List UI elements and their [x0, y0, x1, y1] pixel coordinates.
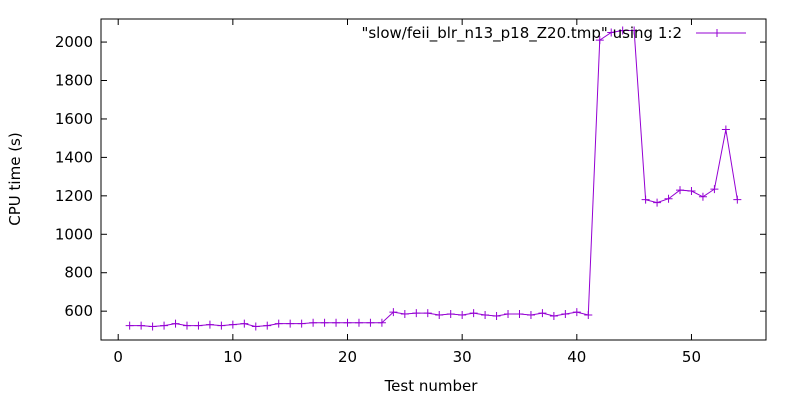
data-point [217, 321, 226, 330]
data-point [377, 318, 386, 327]
series-layer [125, 26, 742, 331]
x-tick-label: 40 [567, 348, 586, 366]
data-point [148, 322, 157, 331]
data-point [274, 319, 283, 328]
data-point [698, 192, 707, 201]
data-point [286, 319, 295, 328]
y-tick-label: 1400 [55, 148, 93, 166]
data-point [687, 187, 696, 196]
data-point [320, 318, 329, 327]
data-point [630, 26, 639, 35]
data-point [343, 318, 352, 327]
data-point [332, 318, 341, 327]
data-point [653, 198, 662, 207]
data-point [309, 318, 318, 327]
data-point [526, 311, 535, 320]
data-point [137, 321, 146, 330]
data-point [263, 321, 272, 330]
data-point [125, 321, 134, 330]
data-point [676, 186, 685, 195]
data-point [664, 194, 673, 203]
x-axis-ticks: 0 10 20 30 40 50 [113, 19, 701, 366]
y-tick-label: 2000 [55, 33, 93, 51]
data-point [400, 310, 409, 319]
y-axis-title: CPU time (s) [6, 132, 24, 225]
y-axis-ticks: 600 800 1000 1200 1400 1600 1800 2000 [55, 33, 766, 320]
data-point [240, 319, 249, 328]
y-tick-label: 800 [64, 264, 93, 282]
legend-label: "slow/feii_blr_n13_p18_Z20.tmp" using 1:… [361, 24, 682, 43]
data-point [228, 320, 237, 329]
data-point [607, 28, 616, 37]
data-point [492, 311, 501, 320]
data-point [733, 195, 742, 204]
data-point [584, 311, 593, 320]
data-point [710, 185, 719, 194]
y-tick-label: 1800 [55, 72, 93, 90]
x-tick-label: 50 [682, 348, 701, 366]
x-axis-title: Test number [384, 377, 479, 395]
data-point [538, 309, 547, 318]
y-tick-label: 1200 [55, 187, 93, 205]
data-point [469, 309, 478, 318]
y-tick-label: 1600 [55, 110, 93, 128]
data-point [171, 319, 180, 328]
data-point [389, 308, 398, 317]
y-tick-label: 600 [64, 302, 93, 320]
data-point [595, 36, 604, 45]
data-point [205, 320, 214, 329]
data-point [412, 309, 421, 318]
data-point [572, 308, 581, 317]
x-tick-label: 10 [223, 348, 242, 366]
data-point [354, 318, 363, 327]
series-line [129, 30, 738, 328]
data-point [515, 310, 524, 319]
plot-border [100, 18, 767, 341]
data-point [561, 310, 570, 319]
data-point [251, 322, 260, 331]
data-point [366, 318, 375, 327]
data-point [423, 309, 432, 318]
data-point [194, 321, 203, 330]
data-point [549, 311, 558, 320]
y-tick-label: 1000 [55, 225, 93, 243]
data-point [435, 311, 444, 320]
data-point [618, 26, 627, 35]
data-point [160, 321, 169, 330]
data-point [458, 311, 467, 320]
data-point [641, 195, 650, 204]
data-point [446, 310, 455, 319]
data-point [504, 310, 513, 319]
data-point [182, 321, 191, 330]
x-tick-label: 30 [453, 348, 472, 366]
x-tick-label: 20 [338, 348, 357, 366]
legend: "slow/feii_blr_n13_p18_Z20.tmp" using 1:… [361, 24, 746, 43]
x-tick-label: 0 [113, 348, 123, 366]
data-point [297, 319, 306, 328]
data-point [721, 125, 730, 134]
legend-marker [713, 29, 721, 37]
data-point [481, 311, 490, 320]
